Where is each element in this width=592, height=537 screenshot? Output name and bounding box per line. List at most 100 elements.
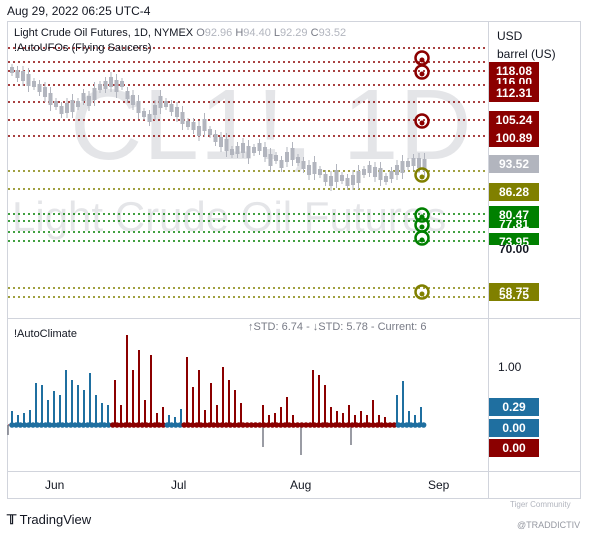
candle-body: [32, 81, 36, 87]
candle-body: [202, 119, 207, 131]
climate-dot: [416, 422, 423, 428]
candle-body: [65, 103, 69, 113]
candle-body: [356, 171, 361, 183]
candle-body: [158, 96, 163, 108]
tradingview-logo[interactable]: 𝕋 TradingView: [7, 512, 92, 527]
ohlc-open: 92.96: [204, 27, 233, 39]
climate-dot: [21, 422, 28, 428]
pane-divider[interactable]: [7, 318, 581, 319]
candle-body: [15, 70, 20, 78]
climate-dot: [374, 422, 381, 428]
candle-body: [76, 101, 80, 107]
chart-frame: [7, 21, 581, 499]
climate-dot: [26, 422, 32, 428]
candle-body: [395, 165, 399, 175]
candle-body: [164, 101, 168, 107]
symbol-legend[interactable]: Light Crude Oil Futures, 1D, NYMEX O92.9…: [14, 27, 347, 39]
candle-body: [153, 105, 157, 115]
climate-dot: [236, 422, 242, 428]
price-tag: 70.00: [489, 245, 539, 253]
climate-dot: [59, 422, 66, 428]
timestamp: Aug 29, 2022 06:25 UTC-4: [7, 4, 151, 18]
x-label-sep: Sep: [428, 478, 450, 492]
candle-body: [406, 161, 410, 167]
climate-dot: [332, 422, 339, 428]
candle-body: [147, 114, 152, 122]
climate-dot: [143, 422, 150, 428]
symbol-title: Light Crude Oil Futures, 1D, NYMEX: [14, 27, 194, 39]
climate-dot: [303, 422, 309, 428]
candle-body: [219, 137, 223, 147]
climate-dot: [84, 422, 91, 428]
candle-body: [48, 93, 53, 105]
candle-body: [274, 155, 278, 161]
candle-body: [103, 81, 108, 89]
climate-dot: [51, 422, 57, 428]
climate-dot: [290, 422, 297, 428]
climate-dot: [357, 422, 364, 428]
climate-dot: [97, 422, 103, 428]
price-axis-divider: [488, 21, 489, 499]
climate-dot: [80, 422, 87, 428]
climate-dot: [231, 422, 238, 428]
climate-dot: [110, 422, 116, 428]
climate-dot: [135, 422, 141, 428]
candle-body: [345, 178, 350, 186]
candle-body: [307, 165, 311, 175]
climate-dot: [294, 422, 301, 428]
candle-body: [224, 139, 229, 151]
ufo-marker-icon: [414, 284, 430, 300]
candle-body: [257, 143, 262, 151]
indicator-climate-label[interactable]: !AutoClimate: [14, 328, 77, 340]
ohlc-low: 92.29: [280, 27, 308, 39]
candle-body: [378, 168, 383, 180]
climate-dot: [38, 422, 45, 428]
candle-body: [230, 149, 234, 155]
climate-histogram: [7, 335, 427, 455]
climate-dot: [273, 422, 280, 428]
indicator-ufos-label[interactable]: !AutoUFOs (Flying Saucers): [14, 42, 152, 54]
candle-body: [285, 152, 289, 162]
candle-body: [169, 104, 174, 112]
candle-body: [252, 147, 256, 153]
climate-dot: [404, 422, 410, 428]
climate-dot: [181, 422, 187, 428]
candle-body: [268, 154, 273, 166]
price-tag: 80.47: [489, 206, 539, 224]
candle-body: [131, 95, 135, 105]
climate-dot: [30, 422, 36, 428]
candle-body: [186, 121, 190, 127]
climate-dot: [55, 422, 61, 428]
climate-tag: 0.00: [489, 439, 539, 457]
climate-dot: [89, 422, 95, 428]
ufo-marker-icon: [414, 64, 430, 80]
climate-dot: [198, 422, 204, 428]
ufo-marker-dot: [419, 237, 425, 243]
climate-dot: [278, 422, 284, 428]
candle-body: [70, 100, 75, 112]
candle-body: [384, 176, 388, 182]
climate-dot: [34, 422, 40, 428]
candle-body: [279, 160, 284, 168]
climate-dot: [269, 422, 276, 428]
candle-body: [351, 175, 355, 185]
ufo-marker-dot: [419, 224, 425, 230]
climate-dot: [391, 422, 398, 428]
candle-body: [301, 161, 306, 169]
ufo-marker-dot: [419, 57, 425, 63]
climate-dot: [399, 422, 406, 428]
climate-dot: [219, 422, 225, 428]
price-candles: [10, 64, 427, 191]
climate-dot: [311, 422, 318, 428]
price-tag: 105.24: [489, 111, 539, 129]
candle-body: [422, 159, 427, 171]
ufo-marker-dot: [419, 174, 425, 180]
climate-dot: [261, 422, 267, 428]
climate-dot: [248, 422, 255, 428]
candle-body: [246, 146, 251, 158]
climate-dot: [202, 422, 208, 428]
candle-body: [81, 93, 86, 101]
climate-dot: [349, 422, 356, 428]
climate-dot: [408, 422, 414, 428]
